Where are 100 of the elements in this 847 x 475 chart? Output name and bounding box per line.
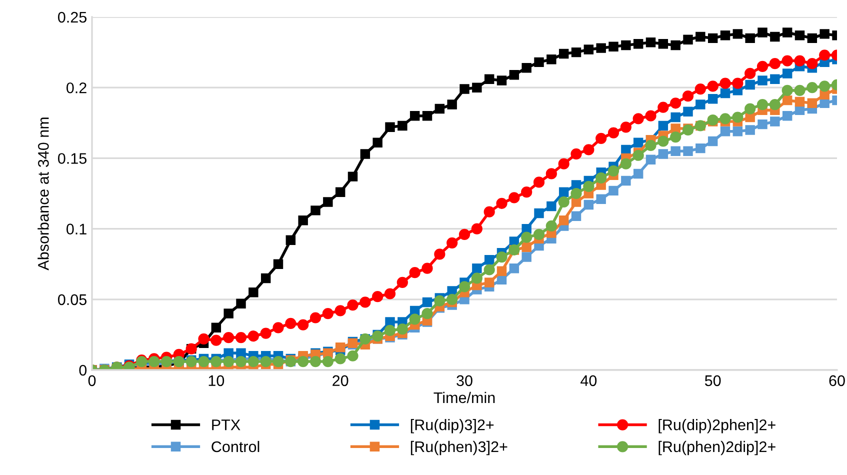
point (745, 125, 755, 135)
point (348, 172, 358, 182)
point (471, 223, 482, 234)
point (534, 57, 544, 68)
x-tick-label: 10 (208, 375, 224, 386)
y-axis-title: Absorbance at 340 nm (38, 118, 49, 270)
point (409, 267, 420, 278)
point (509, 70, 520, 80)
point (509, 263, 520, 274)
legend-label: [Ru(phen)2dip]2+ (658, 440, 776, 456)
point (522, 252, 532, 262)
point (708, 33, 718, 44)
point (298, 215, 308, 226)
point (633, 38, 644, 49)
point (472, 263, 482, 274)
point (322, 308, 334, 320)
point (236, 348, 246, 358)
point (658, 38, 668, 49)
point (807, 98, 818, 108)
point (770, 116, 780, 126)
point (608, 186, 618, 196)
point (410, 110, 420, 121)
point (460, 84, 470, 94)
point (584, 44, 594, 54)
point (484, 74, 494, 84)
point (645, 110, 656, 122)
point (708, 94, 718, 104)
point (210, 334, 222, 346)
point (732, 29, 743, 39)
point (398, 120, 408, 131)
point (621, 40, 631, 50)
point (696, 100, 706, 110)
point (720, 126, 730, 136)
point (820, 90, 830, 100)
point (782, 55, 793, 66)
legend-label: [Ru(phen)3]2+ (410, 440, 508, 456)
point (745, 80, 755, 90)
point (670, 112, 680, 122)
point (546, 201, 556, 212)
point (434, 104, 445, 114)
point (248, 287, 258, 298)
point (570, 148, 582, 160)
point (384, 288, 396, 300)
point (558, 48, 569, 59)
point (286, 235, 296, 245)
point (608, 42, 618, 52)
point (682, 90, 694, 102)
point (211, 322, 222, 332)
point (683, 34, 693, 44)
point (571, 211, 582, 221)
point (770, 74, 780, 84)
x-tick-label: 50 (704, 375, 721, 386)
point (522, 242, 532, 252)
point (571, 47, 582, 58)
point (621, 176, 631, 186)
point (670, 40, 680, 50)
point (235, 332, 247, 344)
point (558, 187, 569, 197)
point (646, 154, 656, 164)
point (260, 328, 272, 339)
point (372, 291, 384, 302)
point (360, 296, 371, 308)
point (683, 106, 693, 116)
legend-label: [Ru(dip)3]2+ (410, 419, 494, 434)
point (484, 255, 494, 265)
point (260, 273, 271, 284)
point (596, 43, 606, 53)
point (694, 83, 706, 95)
point (484, 278, 494, 288)
point (272, 322, 284, 334)
point (422, 110, 432, 121)
point (347, 299, 358, 311)
y-tick-label: 0.15 (58, 153, 86, 164)
point (372, 138, 382, 148)
point (658, 120, 668, 131)
point (732, 126, 743, 136)
point (198, 333, 210, 344)
point (385, 317, 395, 327)
point (422, 297, 432, 308)
point (745, 33, 755, 44)
x-axis-title: Time/min (434, 392, 495, 404)
point (248, 330, 259, 342)
point (583, 144, 594, 156)
point (223, 332, 234, 344)
y-tick-label: 0.05 (58, 294, 86, 306)
point (756, 60, 768, 72)
point (782, 68, 792, 78)
point (496, 266, 507, 276)
point (696, 143, 706, 154)
point (696, 32, 706, 42)
point (334, 305, 346, 316)
point (224, 348, 234, 358)
point (273, 259, 284, 269)
x-tick-label: 60 (829, 375, 845, 386)
point (496, 76, 507, 86)
point (236, 298, 246, 308)
point (769, 58, 780, 70)
x-tick-label: 0 (88, 375, 96, 386)
point (596, 132, 607, 144)
point (533, 176, 545, 188)
